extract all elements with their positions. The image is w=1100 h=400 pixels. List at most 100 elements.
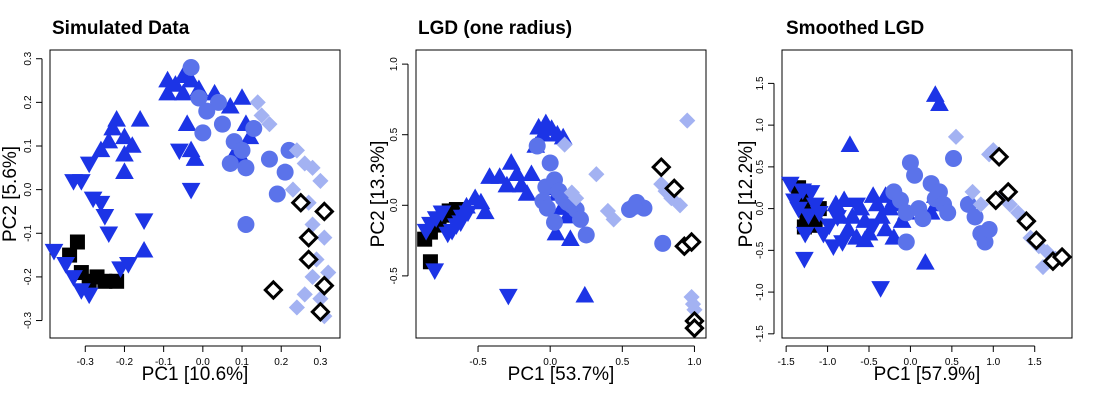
data-point-triangle-up xyxy=(915,253,935,270)
y-tick-label: -1.0 xyxy=(755,283,766,301)
data-point-triangle-up xyxy=(457,196,476,214)
data-point-triangle-up xyxy=(880,198,900,216)
panel3-points xyxy=(780,85,1073,298)
panel3-x-ticks: -1.5 -1.0 -0.5 0.0 0.5 1.0 1.5 xyxy=(778,345,1042,368)
data-point-diamond xyxy=(556,136,573,153)
data-point-triangle-up xyxy=(122,136,142,153)
data-point-diamond xyxy=(653,176,670,193)
x-tick-label: -0.1 xyxy=(155,357,173,368)
data-point-triangle-up xyxy=(181,70,201,88)
data-point-diamond xyxy=(261,116,278,133)
data-point-diamond xyxy=(684,317,705,339)
data-point-triangle-down xyxy=(833,235,852,252)
data-point-circle xyxy=(654,234,672,252)
data-point-circle xyxy=(190,89,208,107)
data-point-triangle-up xyxy=(834,190,854,208)
data-point-circle xyxy=(198,102,216,120)
data-point-diamond xyxy=(290,192,312,213)
data-point-diamond xyxy=(314,201,335,222)
data-point-triangle-up xyxy=(517,184,537,201)
x-tick-label: 1.0 xyxy=(688,357,702,368)
data-point-circle xyxy=(213,115,231,133)
data-point-diamond xyxy=(304,159,321,176)
y-tick-label: 1.0 xyxy=(389,57,400,71)
data-point-triangle-up xyxy=(838,219,858,237)
panel1-x-label: PC1 [10.6%] xyxy=(142,364,249,385)
data-point-triangle-down xyxy=(799,208,818,226)
data-point-triangle-up xyxy=(876,219,895,237)
data-point-diamond xyxy=(1010,204,1027,221)
data-point-triangle-up xyxy=(830,207,850,224)
data-point-circle xyxy=(914,210,932,228)
x-tick-label: 0.5 xyxy=(945,357,959,368)
data-point-triangle-down xyxy=(169,143,189,161)
data-point-triangle-down xyxy=(72,283,91,300)
data-point-circle xyxy=(268,185,286,203)
data-point-square xyxy=(109,273,125,289)
data-point-triangle-down xyxy=(780,176,800,194)
panel2-x-ticks: -0.5 0.0 0.5 1.0 xyxy=(469,345,702,368)
data-point-circle xyxy=(980,220,998,238)
data-point-circle xyxy=(945,150,963,168)
x-tick-label: -0.5 xyxy=(469,357,487,368)
data-point-triangle-up xyxy=(177,114,197,131)
data-point-triangle-up xyxy=(158,83,177,101)
data-point-diamond xyxy=(663,190,680,207)
data-point-triangle-down xyxy=(498,288,518,306)
data-point-triangle-up xyxy=(115,144,134,162)
x-tick-label: -0.5 xyxy=(860,357,878,368)
x-tick-label: -0.3 xyxy=(77,357,95,368)
y-tick-label: 1.5 xyxy=(755,76,766,90)
y-tick-label: 0.1 xyxy=(23,139,34,153)
x-tick-label: 0.5 xyxy=(615,357,629,368)
data-point-diamond xyxy=(972,196,989,213)
data-point-circle xyxy=(897,233,915,251)
panel2-points xyxy=(416,112,705,339)
data-point-triangle-down xyxy=(64,270,83,287)
data-point-circle xyxy=(528,137,546,155)
data-point-triangle-up xyxy=(232,88,252,105)
data-point-diamond xyxy=(947,128,965,145)
x-tick-label: 0.0 xyxy=(903,357,917,368)
data-point-circle xyxy=(260,150,278,168)
data-point-circle xyxy=(959,195,977,213)
data-point-diamond xyxy=(284,181,302,198)
data-point-triangle-up xyxy=(497,175,517,193)
data-point-circle xyxy=(571,210,589,228)
x-tick-label: 1.0 xyxy=(986,357,1000,368)
data-point-triangle-up xyxy=(220,96,240,114)
data-point-circle xyxy=(546,213,564,231)
data-point-triangle-down xyxy=(95,209,115,226)
data-point-triangle-down xyxy=(425,263,445,281)
panel1-x-ticks: -0.3 -0.2 -0.1 0.0 0.1 0.2 0.3 xyxy=(77,345,328,368)
x-tick-label: 0.0 xyxy=(196,357,210,368)
data-point-diamond xyxy=(1039,243,1056,261)
data-point-diamond xyxy=(304,268,321,285)
data-point-square xyxy=(97,273,113,289)
data-point-square xyxy=(69,234,85,250)
data-point-diamond xyxy=(657,183,674,200)
data-point-circle xyxy=(237,159,255,177)
data-point-circle xyxy=(625,198,643,216)
data-point-triangle-down xyxy=(801,185,821,202)
data-point-triangle-up xyxy=(930,94,949,112)
panel3-y-label: PC2 [12.2%] xyxy=(736,141,757,248)
data-point-diamond xyxy=(288,142,305,159)
panel1-plot-box xyxy=(49,49,341,339)
data-point-triangle-up xyxy=(91,140,111,158)
data-point-triangle-down xyxy=(871,281,890,298)
panel1-y-ticks: -0.3 -0.2 -0.1 0.0 0.1 0.2 0.3 xyxy=(23,51,43,329)
x-tick-label: -1.0 xyxy=(819,357,837,368)
data-point-triangle-up xyxy=(826,194,846,212)
data-point-circle xyxy=(194,124,212,142)
data-point-triangle-up xyxy=(185,149,205,166)
data-point-triangle-down xyxy=(91,195,111,213)
data-point-diamond xyxy=(288,299,305,316)
panel-lgd-one-radius: LGD (one radius) -0.5 0.0 0.5 1.0 -0.5 0.0 0.… xyxy=(368,18,707,385)
data-point-diamond xyxy=(985,190,1006,211)
x-tick-label: 0.1 xyxy=(235,357,249,368)
x-tick-label: -0.2 xyxy=(116,357,134,368)
data-point-circle xyxy=(237,216,255,234)
panel3-title: Smoothed LGD xyxy=(786,18,924,39)
data-point-triangle-up xyxy=(855,230,875,248)
